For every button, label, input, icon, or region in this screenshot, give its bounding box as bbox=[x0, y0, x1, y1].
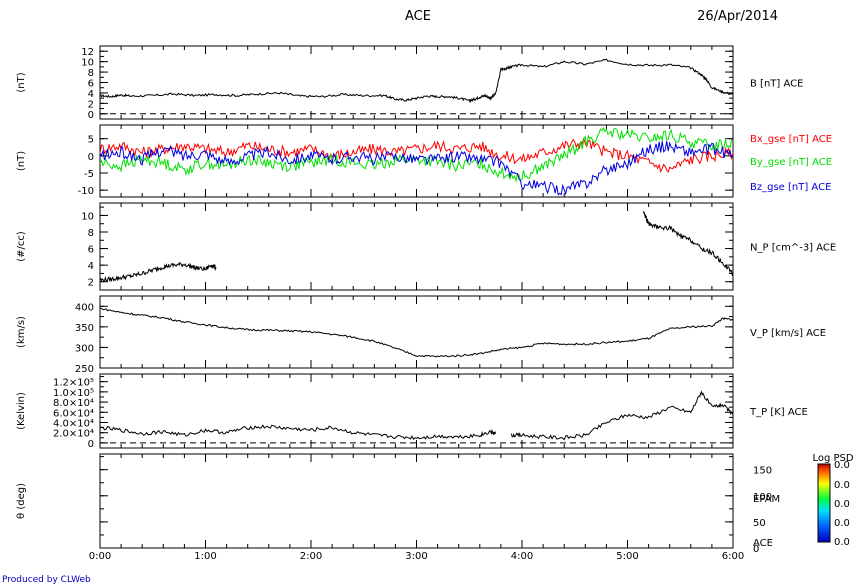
colorbar-tick-label: 0.0 bbox=[834, 518, 850, 529]
legend-entry: V_P [km/s] ACE bbox=[750, 328, 826, 339]
x-tick-label: 0:00 bbox=[89, 551, 111, 562]
series-line-b bbox=[100, 58, 734, 104]
series-line-n-p bbox=[99, 261, 217, 283]
colorbar: Log PSD 0.0 0.0 0.0 0.0 0.0 bbox=[812, 453, 853, 548]
y-tick-label: -10 bbox=[78, 186, 94, 197]
plot-title: ACE bbox=[405, 9, 431, 24]
series-line-v-p bbox=[99, 307, 733, 358]
y-tick-label: 8 bbox=[88, 228, 94, 239]
legend-entry: Bx_gse [nT] ACE bbox=[750, 134, 832, 145]
y-tick-label: 1.2×10⁵ bbox=[53, 378, 94, 389]
y-axis-label: θ (deg) bbox=[16, 483, 27, 519]
panel-frame bbox=[99, 295, 734, 369]
legend-entry: T_P [K] ACE bbox=[749, 407, 808, 418]
right-label: ACE bbox=[753, 538, 773, 549]
y-tick-label: 6 bbox=[88, 245, 94, 256]
colorbar-tick-label: 0.0 bbox=[834, 499, 850, 510]
plot-date: 26/Apr/2014 bbox=[697, 9, 778, 24]
y-tick-label: 250 bbox=[75, 364, 94, 375]
x-tick-label: 5:00 bbox=[616, 551, 638, 562]
legend-entry: B [nT] ACE bbox=[750, 79, 803, 90]
legend-entry: N_P [cm^-3] ACE bbox=[750, 243, 836, 254]
colorbar-gradient bbox=[817, 463, 831, 543]
y-axis-label: (#/cc) bbox=[16, 231, 27, 262]
y-tick-label: 12 bbox=[81, 47, 94, 58]
y-tick-label: 50 bbox=[753, 518, 766, 529]
y-tick-label: 10 bbox=[81, 211, 94, 222]
y-tick-label: 350 bbox=[75, 323, 94, 334]
panel-frame bbox=[99, 202, 734, 291]
y-tick-label: 0 bbox=[88, 110, 94, 121]
x-tick-label: 6:00 bbox=[722, 551, 744, 562]
y-tick-label: 100 bbox=[753, 492, 772, 503]
panel-Bgse: (nT) -10 -5 0 5 Bx_gse [nT] ACE By_gse [nT] AC… bbox=[16, 124, 832, 198]
colorbar-title: Log PSD bbox=[812, 453, 853, 464]
colorbar-tick-label: 0.0 bbox=[834, 460, 850, 471]
x-tick-label: 1:00 bbox=[194, 551, 216, 562]
y-axis-label: (Kelvin) bbox=[16, 392, 27, 430]
y-tick-label: 400 bbox=[75, 302, 94, 313]
y-tick-label: 0 bbox=[753, 544, 759, 555]
y-tick-label: 1.0×10⁵ bbox=[53, 388, 94, 399]
y-tick-label: 6 bbox=[88, 79, 94, 90]
series-line-by-gse bbox=[99, 126, 734, 183]
y-tick-label: 0 bbox=[88, 439, 94, 450]
legend-entry: By_gse [nT] ACE bbox=[750, 157, 832, 168]
y-tick-label: 4 bbox=[88, 89, 94, 100]
y-tick-label: 2 bbox=[88, 278, 94, 289]
y-tick-label: 2.0×10⁴ bbox=[53, 429, 94, 440]
y-axis-label: (nT) bbox=[16, 72, 27, 92]
colorbar-tick-label: 0.0 bbox=[834, 537, 850, 548]
y-tick-label: 10 bbox=[81, 58, 94, 69]
y-axis-label: (km/s) bbox=[16, 316, 27, 348]
y-tick-label: 300 bbox=[75, 343, 94, 354]
x-tick-label: 2:00 bbox=[300, 551, 322, 562]
panel-Vp: (km/s) 250 300 350 400 V_P [km/s] ACE bbox=[16, 295, 826, 375]
series-line-n-p bbox=[642, 211, 734, 277]
y-tick-label: 6.0×10⁴ bbox=[53, 408, 94, 419]
footer-credit: Produced by CLWeb bbox=[2, 575, 91, 584]
panel-frame bbox=[99, 45, 734, 120]
x-tick-label: 4:00 bbox=[511, 551, 533, 562]
y-axis-label: (nT) bbox=[16, 151, 27, 171]
right-label: EPAM bbox=[753, 494, 780, 505]
colorbar-tick-label: 0.0 bbox=[834, 480, 850, 491]
y-tick-label: -5 bbox=[84, 169, 94, 180]
series-line-bx-gse bbox=[99, 137, 734, 174]
y-tick-label: 5 bbox=[88, 135, 94, 146]
series-line-bz-gse bbox=[99, 141, 734, 196]
panel-frame bbox=[99, 373, 734, 449]
y-tick-label: 8 bbox=[88, 68, 94, 79]
series-line-t-p bbox=[99, 424, 497, 441]
y-tick-label: 2 bbox=[88, 99, 94, 110]
panel-pitch: θ (deg) 0 50 100 150 EPAM ACE 0:00 1:00 2:00 3:00 4… bbox=[16, 453, 780, 562]
legend-entry: Bz_gse [nT] ACE bbox=[750, 182, 831, 193]
y-tick-label: 4.0×10⁴ bbox=[53, 418, 94, 429]
series-line-t-p bbox=[510, 390, 734, 441]
panel-Tp: (Kelvin) 02.0×10⁴4.0×10⁴6.0×10⁴8.0×10⁴1.0… bbox=[16, 373, 808, 450]
y-tick-label: 4 bbox=[88, 261, 94, 272]
y-tick-label: 0 bbox=[88, 152, 94, 163]
panel-frame bbox=[99, 453, 734, 549]
y-tick-label: 150 bbox=[753, 466, 772, 477]
x-tick-label: 3:00 bbox=[405, 551, 427, 562]
panel-Np: (#/cc) 2 4 6 8 10 N_P [cm^-3] ACE bbox=[16, 202, 836, 291]
y-tick-label: 8.0×10⁴ bbox=[53, 398, 94, 409]
